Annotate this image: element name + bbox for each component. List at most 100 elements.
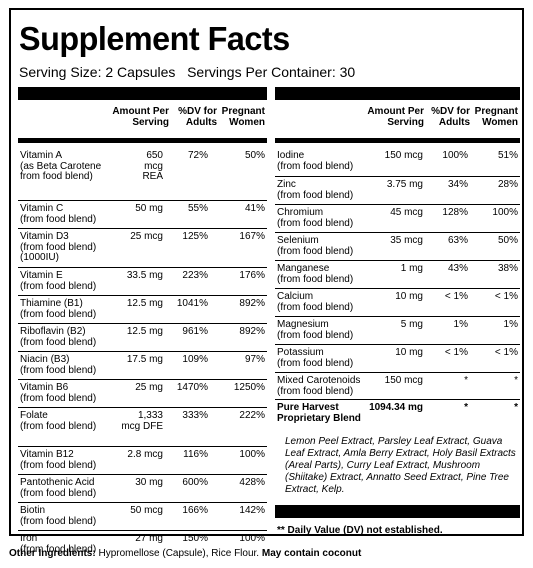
nutrient-dv-pregnant: 51%	[497, 150, 518, 161]
nutrient-dv-adults: 600%	[182, 477, 208, 488]
proprietary-blend-ingredients: Lemon Peel Extract, Parsley Leaf Extract…	[285, 436, 516, 495]
left-table-header: Amount Per Serving %DV for Adults Pregna…	[18, 100, 267, 143]
nutrient-dv-pregnant: *	[514, 402, 518, 413]
nutrient-dv-pregnant: 28%	[497, 179, 518, 190]
nutrient-dv-pregnant: 167%	[239, 231, 265, 242]
nutrient-amount: 650 mcg REA	[142, 150, 163, 182]
header-pregnant-women: Pregnant Women	[221, 106, 265, 128]
nutrient-amount: 50 mcg	[130, 505, 163, 516]
nutrient-dv-adults: *	[464, 375, 468, 386]
header-amount-per-serving: Amount Per Serving	[367, 106, 424, 128]
nutrient-dv-pregnant: 1%	[503, 319, 518, 330]
header-dv-adults: %DV for Adults	[431, 106, 470, 128]
nutrient-amount: 3.75 mg	[386, 179, 423, 190]
nutrient-dv-adults: 150%	[182, 533, 208, 544]
nutrient-dv-adults: 63%	[447, 235, 468, 246]
right-table-header: Amount Per Serving %DV for Adults Pregna…	[275, 100, 520, 143]
nutrient-dv-pregnant: 176%	[239, 270, 265, 281]
right-nutrient-table: Amount Per Serving %DV for Adults Pregna…	[275, 100, 520, 536]
nutrient-name: Pantothenic Acid (from food blend)	[20, 477, 97, 499]
nutrient-row: Vitamin D3 (from food blend) (1000IU) 25 …	[18, 228, 267, 268]
nutrient-dv-adults: 166%	[182, 505, 208, 516]
left-nutrient-table: Amount Per Serving %DV for Adults Pregna…	[18, 100, 267, 554]
nutrient-dv-adults: 1%	[453, 319, 468, 330]
header-amount-per-serving: Amount Per Serving	[112, 106, 169, 128]
other-ingredients-label: Other Ingredients:	[9, 548, 96, 559]
nutrient-row: Iron (from food blend) 27 mg 150% 100%	[18, 530, 267, 559]
nutrient-dv-adults: 333%	[182, 410, 208, 421]
dv-footnote: ** Daily Value (DV) not established.	[277, 525, 443, 536]
nutrient-row: Niacin (B3) (from food blend) 17.5 mg 109%…	[18, 351, 267, 380]
nutrient-row: Folate (from food blend) 1,333 mcg DFE 333…	[18, 407, 267, 447]
nutrient-amount: 25 mcg	[130, 231, 163, 242]
nutrient-amount: 45 mcg	[390, 207, 423, 218]
other-ingredients-text: Hypromellose (Capsule), Rice Flour.	[95, 548, 262, 559]
nutrient-name: Chromium (from food blend)	[277, 207, 354, 229]
nutrient-dv-adults: < 1%	[444, 291, 468, 302]
nutrient-amount: 25 mg	[135, 382, 163, 393]
nutrient-dv-pregnant: 428%	[239, 477, 265, 488]
nutrient-dv-pregnant: 222%	[239, 410, 265, 421]
nutrient-amount: 33.5 mg	[126, 270, 163, 281]
nutrient-dv-adults: 100%	[442, 150, 468, 161]
nutrient-dv-pregnant: 1250%	[233, 382, 265, 393]
nutrient-dv-pregnant: 892%	[239, 326, 265, 337]
nutrient-row: Manganese (from food blend) 1 mg 43% 38%	[275, 260, 520, 289]
nutrient-row: Pantothenic Acid (from food blend) 30 mg 6…	[18, 474, 267, 503]
nutrient-dv-adults: 223%	[182, 270, 208, 281]
nutrient-dv-adults: 1470%	[176, 382, 208, 393]
nutrient-dv-pregnant: < 1%	[494, 347, 518, 358]
nutrient-row: Calcium (from food blend) 10 mg < 1% < 1%	[275, 288, 520, 317]
nutrient-amount: 30 mg	[135, 477, 163, 488]
nutrient-amount: 10 mg	[395, 291, 423, 302]
nutrient-dv-pregnant: 100%	[239, 533, 265, 544]
nutrient-dv-adults: 34%	[447, 179, 468, 190]
nutrient-name: Vitamin D3 (from food blend) (1000IU)	[20, 231, 97, 263]
left-thick-bar	[18, 87, 267, 100]
nutrient-amount: 5 mg	[400, 319, 423, 330]
nutrient-name: Biotin (from food blend)	[20, 505, 97, 527]
nutrient-name: Selenium (from food blend)	[277, 235, 354, 257]
nutrient-dv-pregnant: 100%	[492, 207, 518, 218]
nutrient-name: Vitamin B12 (from food blend)	[20, 449, 97, 471]
nutrient-row: Mixed Carotenoids (from food blend) 150 m…	[275, 372, 520, 400]
nutrient-name: Pure Harvest Proprietary Blend	[277, 402, 361, 424]
nutrient-row: Zinc (from food blend) 3.75 mg 34% 28%	[275, 176, 520, 205]
nutrient-row: Magnesium (from food blend) 5 mg 1% 1%	[275, 316, 520, 345]
nutrient-name: Iron (from food blend)	[20, 533, 97, 555]
nutrient-amount: 17.5 mg	[126, 354, 163, 365]
nutrient-name: Folate (from food blend)	[20, 410, 97, 432]
nutrient-dv-adults: 55%	[187, 203, 208, 214]
nutrient-row: Thiamine (B1) (from food blend) 12.5 mg 10…	[18, 295, 267, 324]
nutrient-dv-pregnant: 50%	[244, 150, 265, 161]
nutrient-amount: 2.8 mcg	[127, 449, 163, 460]
nutrient-name: Zinc (from food blend)	[277, 179, 354, 201]
nutrient-dv-pregnant: 142%	[239, 505, 265, 516]
serving-size: Serving Size: 2 Capsules	[19, 64, 176, 80]
nutrient-dv-adults: 109%	[182, 354, 208, 365]
nutrient-amount: 35 mcg	[390, 235, 423, 246]
nutrient-name: Iodine (from food blend)	[277, 150, 354, 172]
nutrient-amount: 27 mg	[135, 533, 163, 544]
nutrient-row: Iodine (from food blend) 150 mcg 100% 51%	[275, 148, 520, 176]
right-bottom-bar	[275, 505, 520, 518]
nutrient-name: Magnesium (from food blend)	[277, 319, 354, 341]
nutrient-dv-adults: 961%	[182, 326, 208, 337]
nutrient-name: Thiamine (B1) (from food blend)	[20, 298, 97, 320]
nutrient-dv-adults: 128%	[442, 207, 468, 218]
nutrient-amount: 50 mg	[135, 203, 163, 214]
nutrient-dv-pregnant: 100%	[239, 449, 265, 460]
servings-per-container: Servings Per Container: 30	[187, 64, 356, 80]
nutrient-dv-adults: 43%	[447, 263, 468, 274]
nutrient-name: Manganese (from food blend)	[277, 263, 354, 285]
nutrient-dv-pregnant: 50%	[497, 235, 518, 246]
supplement-facts-panel: Supplement Facts Serving Size: 2 Capsule…	[9, 8, 524, 554]
nutrient-name: Vitamin B6 (from food blend)	[20, 382, 97, 404]
nutrient-dv-adults: 125%	[182, 231, 208, 242]
nutrient-row: Selenium (from food blend) 35 mcg 63% 50%	[275, 232, 520, 261]
nutrient-name: Potassium (from food blend)	[277, 347, 354, 369]
header-dv-adults: %DV for Adults	[178, 106, 217, 128]
nutrient-row: Vitamin C (from food blend) 50 mg 55% 41%	[18, 200, 267, 229]
nutrient-dv-pregnant: 41%	[244, 203, 265, 214]
nutrient-name: Niacin (B3) (from food blend)	[20, 354, 97, 376]
